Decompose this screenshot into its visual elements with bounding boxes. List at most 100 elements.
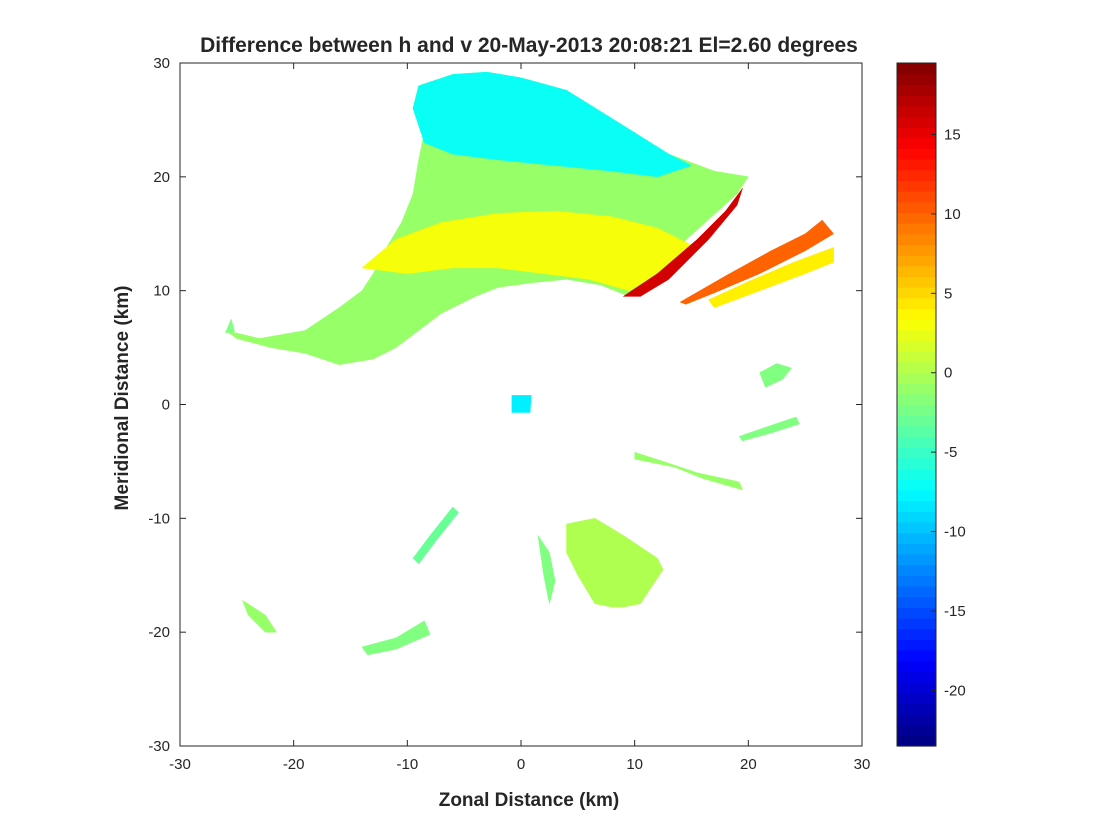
colorbar-frame: [896, 62, 937, 747]
colorbar-segment: [897, 105, 936, 117]
colorbar-tick-label: 5: [944, 285, 952, 302]
x-tick-label: 0: [517, 756, 525, 773]
echo-region-echo-streak-east: [738, 416, 800, 442]
colorbar-segment: [897, 73, 936, 85]
radar-echo-layer: [225, 71, 834, 656]
x-tick-label: -30: [169, 756, 191, 773]
echo-region-echo-streak-mid: [634, 452, 743, 491]
y-tick-label: 0: [162, 397, 170, 414]
echo-region-yellow-ray-2-edge: [708, 247, 834, 308]
colorbar-tick-label: -5: [944, 444, 957, 461]
axis-ticks: -30 -20 -10 0 10 20 30 -30 -20 -10 0 10 20 30: [148, 55, 870, 773]
colorbar-segment: [897, 415, 936, 427]
chart-title: Difference between h and v 20-May-2013 2…: [200, 34, 858, 57]
colorbar-segment: [897, 628, 936, 640]
colorbar-segment: [897, 735, 936, 747]
colorbar-segment: [897, 724, 936, 736]
colorbar-segment: [897, 201, 936, 213]
x-tick-label: 30: [854, 756, 871, 773]
colorbar-segment: [897, 521, 936, 534]
colorbar-segment: [897, 159, 936, 171]
colorbar-segment: [897, 447, 936, 459]
colorbar-segment: [897, 500, 936, 512]
colorbar-segment: [897, 649, 936, 662]
x-tick-label: 10: [626, 756, 643, 773]
colorbar-segment: [897, 489, 936, 502]
colorbar-segment: [897, 383, 936, 395]
echo-region-echo-south-d: [361, 620, 431, 656]
y-tick-label: 20: [153, 169, 170, 186]
colorbar-segment: [897, 169, 936, 181]
colorbar-segment: [897, 479, 936, 491]
echo-region-echo-south-c: [566, 518, 664, 608]
echo-region-red-ray-1: [623, 187, 743, 297]
colorbar-segment: [897, 351, 936, 363]
y-axis-label: Meridional Distance (km): [112, 286, 133, 511]
y-tick-label: -10: [148, 510, 170, 527]
colorbar-segment: [897, 137, 936, 149]
colorbar-segment: [897, 543, 936, 555]
colorbar-segment: [897, 372, 936, 384]
colorbar-segment: [897, 596, 936, 608]
colorbar-segment: [897, 671, 936, 683]
colorbar-segment: [897, 148, 936, 160]
echo-region-cyan-top: [412, 71, 692, 178]
colorbar-tick-label: 0: [944, 365, 952, 382]
colorbar-segment: [897, 297, 936, 310]
colorbar-segment: [897, 575, 936, 587]
x-axis-label: Zonal Distance (km): [439, 790, 620, 811]
colorbar-segment: [897, 585, 936, 598]
colorbar-segment: [897, 553, 936, 566]
echo-region-orange-ray-2: [679, 219, 834, 305]
colorbar-segment: [897, 127, 936, 139]
colorbar-segment: [897, 393, 936, 406]
y-tick-label: 30: [153, 55, 170, 72]
colorbar-segment: [897, 116, 936, 128]
colorbar: -20 -15 -10 -5 0 5 10 15: [896, 62, 966, 747]
colorbar-segment: [897, 703, 936, 715]
colorbar-segment: [897, 244, 936, 256]
echo-region-echo-south-b: [537, 535, 556, 604]
colorbar-segment: [897, 95, 936, 107]
echo-region-echo-southwest: [242, 600, 277, 633]
colorbar-segment: [897, 276, 936, 288]
colorbar-segment: [897, 255, 936, 267]
colorbar-segment: [897, 639, 936, 651]
y-tick-label: -20: [148, 624, 170, 641]
colorbar-segment: [897, 319, 936, 331]
colorbar-segment: [897, 436, 936, 448]
colorbar-segment: [897, 681, 936, 694]
y-tick-label: 10: [153, 283, 170, 300]
echo-region-echo-west-speck: [225, 318, 235, 334]
colorbar-tick-label: 10: [944, 206, 961, 223]
colorbar-segment: [897, 329, 936, 342]
colorbar-segment: [897, 287, 936, 299]
colorbar-segment: [897, 63, 936, 75]
colorbar-segment: [897, 340, 936, 352]
colorbar-segment: [897, 564, 936, 576]
echo-region-echo-east: [759, 363, 792, 388]
colorbar-segment: [897, 660, 936, 672]
colorbar-tick-label: -10: [944, 524, 966, 541]
colorbar-tick-label: 15: [944, 126, 961, 143]
colorbar-segment: [897, 713, 936, 726]
colorbar-segment: [897, 457, 936, 470]
colorbar-segment: [897, 692, 936, 704]
colorbar-segment: [897, 617, 936, 630]
x-tick-label: -20: [283, 756, 305, 773]
colorbar-segment: [897, 212, 936, 224]
colorbar-segment: [897, 191, 936, 203]
colorbar-segment: [897, 607, 936, 619]
colorbar-segment: [897, 532, 936, 544]
colorbar-segment: [897, 233, 936, 246]
x-tick-label: 20: [740, 756, 757, 773]
colorbar-segment: [897, 404, 936, 416]
colorbar-segment: [897, 265, 936, 278]
echo-region-echo-south-a: [412, 506, 459, 565]
colorbar-segment: [897, 361, 936, 374]
colorbar-segment: [897, 425, 936, 438]
colorbar-segment: [897, 511, 936, 523]
colorbar-tick-label: -20: [944, 682, 966, 699]
colorbar-segment: [897, 180, 936, 192]
